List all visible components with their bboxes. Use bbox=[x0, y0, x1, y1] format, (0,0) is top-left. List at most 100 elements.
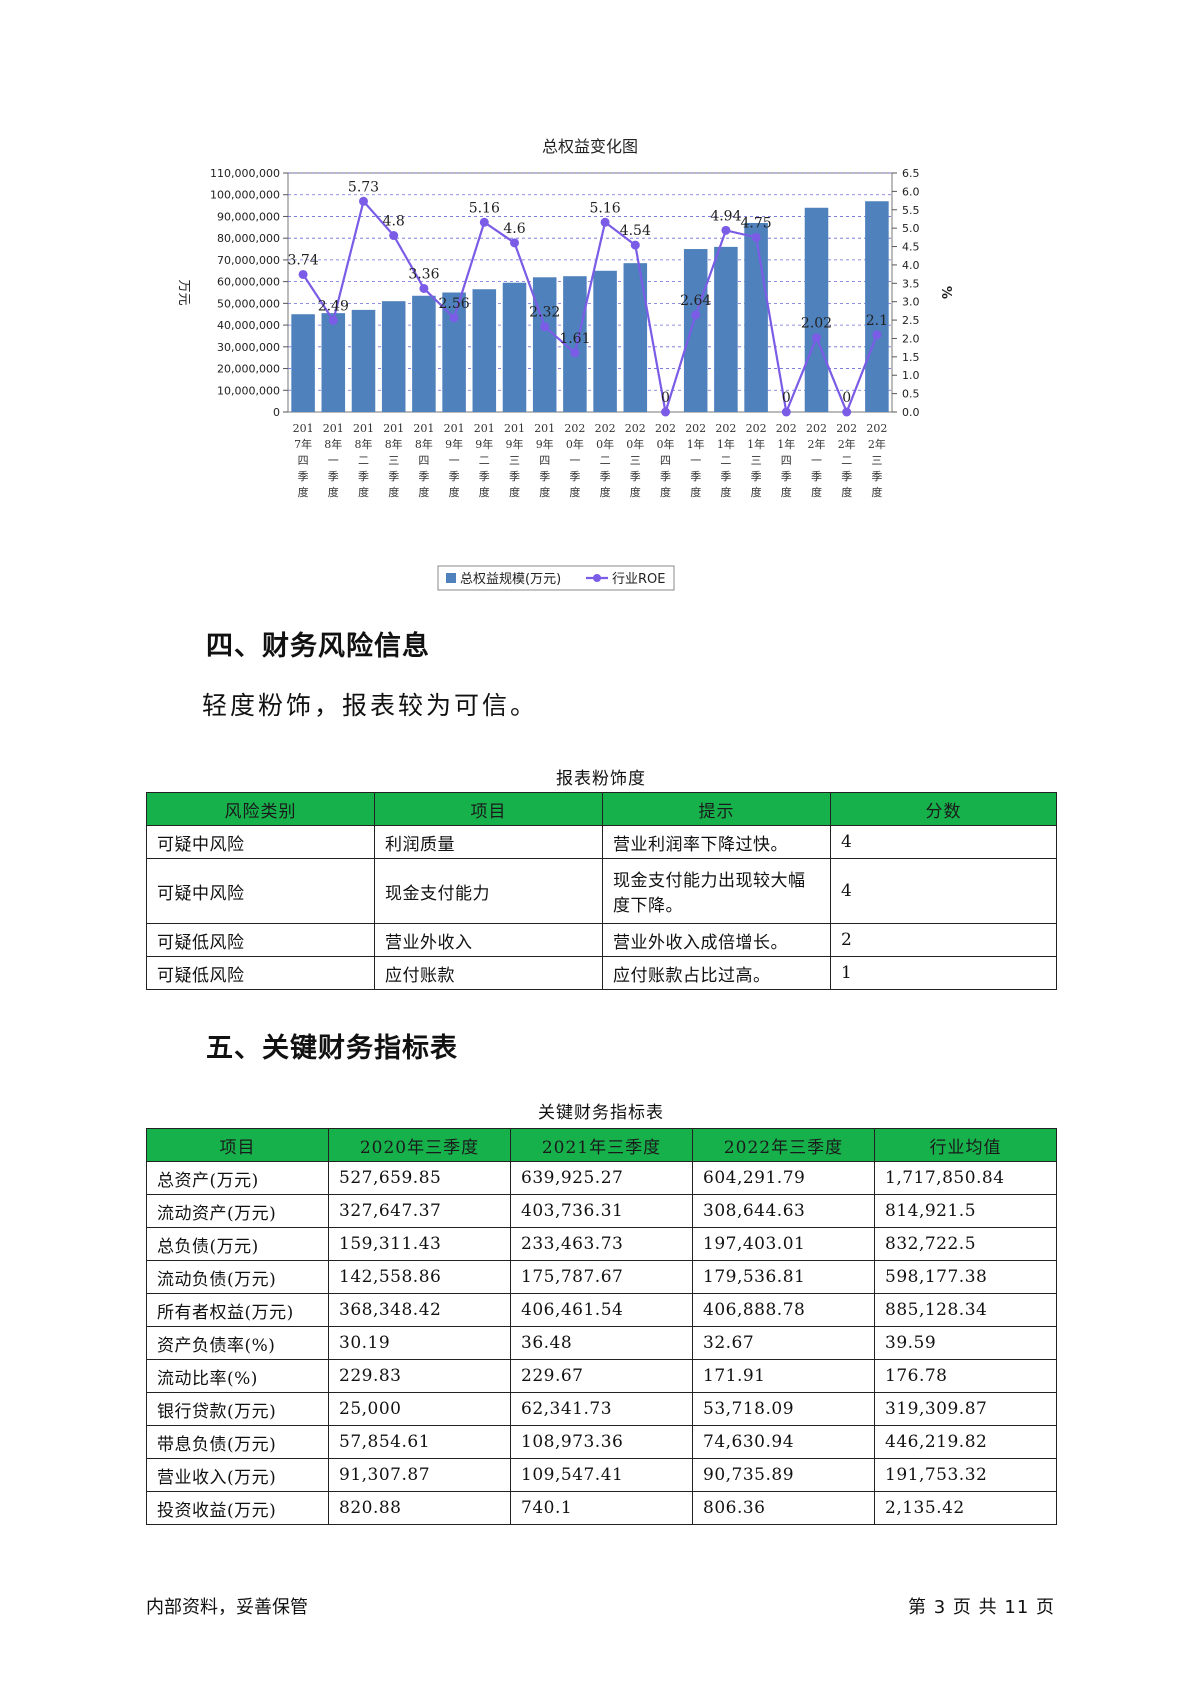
x-tick-label: 201 9年四季度 bbox=[534, 422, 555, 499]
x-tick-label: 201 8年一季度 bbox=[323, 422, 344, 499]
y2-tick-label: 2.0 bbox=[902, 332, 920, 345]
kpi-item-label: 带息负债(万元) bbox=[146, 1425, 329, 1459]
table-cell: 可疑低风险 bbox=[146, 923, 375, 957]
kpi-item-label: 营业收入(万元) bbox=[146, 1458, 329, 1492]
roe-data-label: 5.73 bbox=[348, 179, 379, 195]
kpi-value: 446,219.82 bbox=[874, 1425, 1057, 1459]
roe-data-label: 2.49 bbox=[318, 298, 349, 314]
kpi-item-label: 总资产(万元) bbox=[146, 1161, 329, 1195]
kpi-table-caption: 关键财务指标表 bbox=[538, 1103, 664, 1123]
roe-point bbox=[721, 225, 731, 235]
risk-table: 风险类别 项目 提示 分数 可疑中风险 利润质量 营业利润率下降过快。 4 可疑… bbox=[146, 792, 1057, 990]
table-cell: 4 bbox=[830, 825, 1057, 859]
kpi-value: 308,644.63 bbox=[692, 1194, 875, 1228]
roe-point bbox=[328, 315, 338, 325]
kpi-value: 406,461.54 bbox=[510, 1293, 693, 1327]
roe-data-label: 2.32 bbox=[529, 305, 560, 321]
risk-header-cell: 风险类别 bbox=[146, 792, 375, 826]
risk-header-cell: 项目 bbox=[374, 792, 603, 826]
kpi-value: 527,659.85 bbox=[328, 1161, 511, 1195]
roe-point bbox=[298, 269, 308, 279]
kpi-value: 832,722.5 bbox=[874, 1227, 1057, 1261]
kpi-value: 175,787.67 bbox=[510, 1260, 693, 1294]
y-tick-label: 60,000,000 bbox=[217, 276, 280, 289]
section5-heading: 五、关键财务指标表 bbox=[206, 1033, 458, 1064]
kpi-value: 229.83 bbox=[328, 1359, 511, 1393]
table-row: 总负债(万元) 159,311.43 233,463.73 197,403.01 832… bbox=[146, 1227, 1057, 1261]
kpi-value: 176.78 bbox=[874, 1359, 1057, 1393]
kpi-header-cell: 2020年三季度 bbox=[328, 1128, 511, 1162]
kpi-value: 885,128.34 bbox=[874, 1293, 1057, 1327]
kpi-value: 2,135.42 bbox=[874, 1491, 1057, 1525]
table-row: 所有者权益(万元) 368,348.42 406,461.54 406,888.78 8… bbox=[146, 1293, 1057, 1327]
bar bbox=[744, 222, 768, 412]
kpi-value: 30.19 bbox=[328, 1326, 511, 1360]
kpi-item-label: 流动负债(万元) bbox=[146, 1260, 329, 1294]
table-row: 资产负债率(%) 30.19 36.48 32.67 39.59 bbox=[146, 1326, 1057, 1360]
kpi-header-cell: 2022年三季度 bbox=[692, 1128, 875, 1162]
y2-tick-label: 0.5 bbox=[902, 388, 920, 401]
y-tick-label: 30,000,000 bbox=[217, 341, 280, 354]
kpi-value: 74,630.94 bbox=[692, 1425, 875, 1459]
roe-point bbox=[751, 232, 761, 242]
roe-data-label: 4.94 bbox=[710, 208, 741, 224]
y-tick-label: 50,000,000 bbox=[217, 297, 280, 310]
y2-axis-label: % bbox=[938, 286, 953, 299]
x-tick-label: 202 2年一季度 bbox=[806, 422, 827, 499]
x-tick-label: 202 0年一季度 bbox=[564, 422, 585, 499]
bar bbox=[321, 313, 346, 412]
legend-swatch-marker bbox=[593, 574, 601, 582]
bar bbox=[804, 207, 829, 412]
roe-point bbox=[842, 407, 852, 417]
table-row: 可疑中风险 现金支付能力 现金支付能力出现较大幅度下降。 4 bbox=[146, 858, 1057, 924]
risk-header-cell: 提示 bbox=[602, 792, 831, 826]
roe-data-label: 2.56 bbox=[439, 296, 470, 312]
roe-point bbox=[630, 240, 640, 250]
y-tick-label: 20,000,000 bbox=[217, 363, 280, 376]
kpi-value: 57,854.61 bbox=[328, 1425, 511, 1459]
roe-data-label: 2.64 bbox=[680, 293, 711, 309]
kpi-value: 53,718.09 bbox=[692, 1392, 875, 1426]
roe-point bbox=[510, 238, 519, 248]
table-row: 流动比率(%) 229.83 229.67 171.91 176.78 bbox=[146, 1359, 1057, 1393]
bar bbox=[412, 295, 436, 412]
roe-point bbox=[449, 313, 459, 323]
kpi-value: 36.48 bbox=[510, 1326, 693, 1360]
kpi-value: 25,000 bbox=[328, 1392, 511, 1426]
kpi-value: 820.88 bbox=[328, 1491, 511, 1525]
x-tick-label: 202 1年二季度 bbox=[715, 422, 736, 499]
bar bbox=[865, 201, 889, 412]
bar bbox=[442, 292, 466, 412]
footer-confidential: 内部资料，妥善保管 bbox=[146, 1597, 308, 1618]
kpi-value: 1,717,850.84 bbox=[874, 1161, 1057, 1195]
y2-tick-label: 4.5 bbox=[902, 241, 920, 254]
roe-point bbox=[812, 333, 821, 343]
y-tick-label: 70,000,000 bbox=[217, 254, 280, 267]
table-cell: 可疑中风险 bbox=[146, 858, 375, 924]
roe-data-label: 5.16 bbox=[469, 200, 500, 216]
table-row: 可疑中风险 利润质量 营业利润率下降过快。 4 bbox=[146, 825, 1057, 859]
y2-tick-label: 0.0 bbox=[902, 406, 920, 419]
bar bbox=[714, 246, 738, 412]
kpi-value: 806.36 bbox=[692, 1491, 875, 1525]
kpi-value: 639,925.27 bbox=[510, 1161, 693, 1195]
kpi-item-label: 投资收益(万元) bbox=[146, 1491, 329, 1525]
y-tick-label: 0 bbox=[273, 406, 280, 419]
x-tick-label: 201 9年二季度 bbox=[474, 422, 495, 499]
table-row: 银行贷款(万元) 25,000 62,341.73 53,718.09 319,309.… bbox=[146, 1392, 1057, 1426]
y-tick-label: 110,000,000 bbox=[210, 167, 280, 180]
kpi-value: 197,403.01 bbox=[692, 1227, 875, 1261]
x-tick-label: 202 2年三季度 bbox=[866, 422, 887, 499]
kpi-value: 598,177.38 bbox=[874, 1260, 1057, 1294]
roe-data-label: 4.8 bbox=[383, 214, 405, 230]
kpi-value: 327,647.37 bbox=[328, 1194, 511, 1228]
x-tick-label: 202 0年三季度 bbox=[625, 422, 646, 499]
kpi-value: 108,973.36 bbox=[510, 1425, 693, 1459]
legend-label-line: 行业ROE bbox=[612, 572, 665, 587]
kpi-table: 项目 2020年三季度 2021年三季度 2022年三季度 行业均值 总资产(万… bbox=[146, 1128, 1057, 1525]
roe-data-label: 4.6 bbox=[503, 221, 525, 237]
roe-point bbox=[389, 231, 399, 241]
roe-line bbox=[302, 199, 878, 416]
y2-tick-label: 6.5 bbox=[902, 167, 920, 180]
kpi-value: 142,558.86 bbox=[328, 1260, 511, 1294]
